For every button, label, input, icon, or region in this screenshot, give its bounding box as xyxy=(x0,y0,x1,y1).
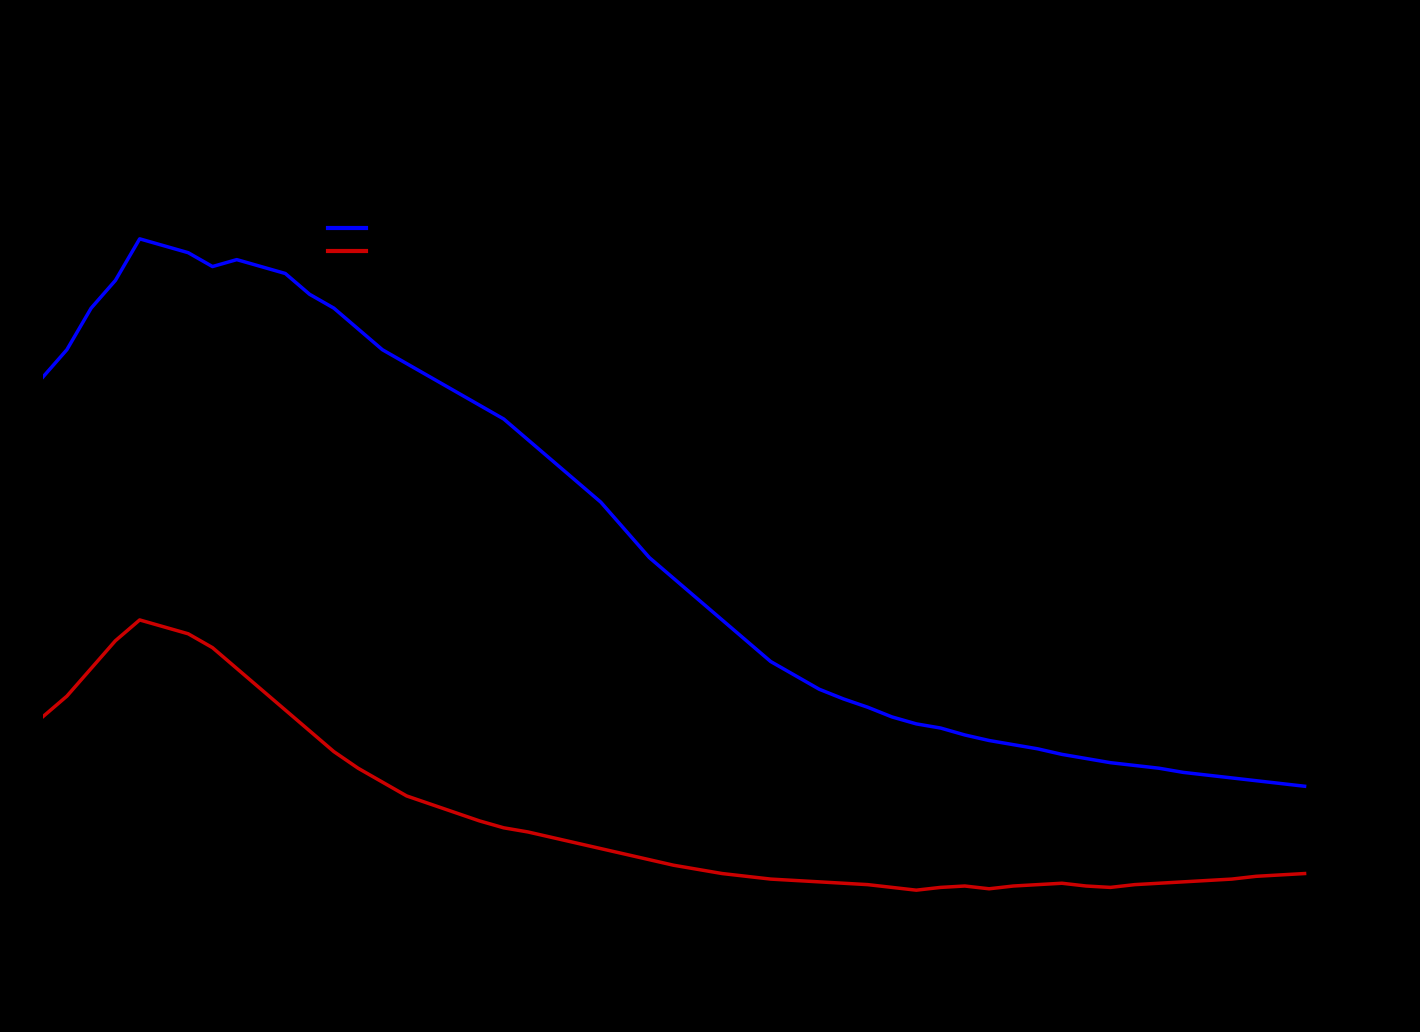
Legend: Noncurrent Loan Rate, Quarterly Net Charge-Off Rate: Noncurrent Loan Rate, Quarterly Net Char… xyxy=(321,214,619,266)
